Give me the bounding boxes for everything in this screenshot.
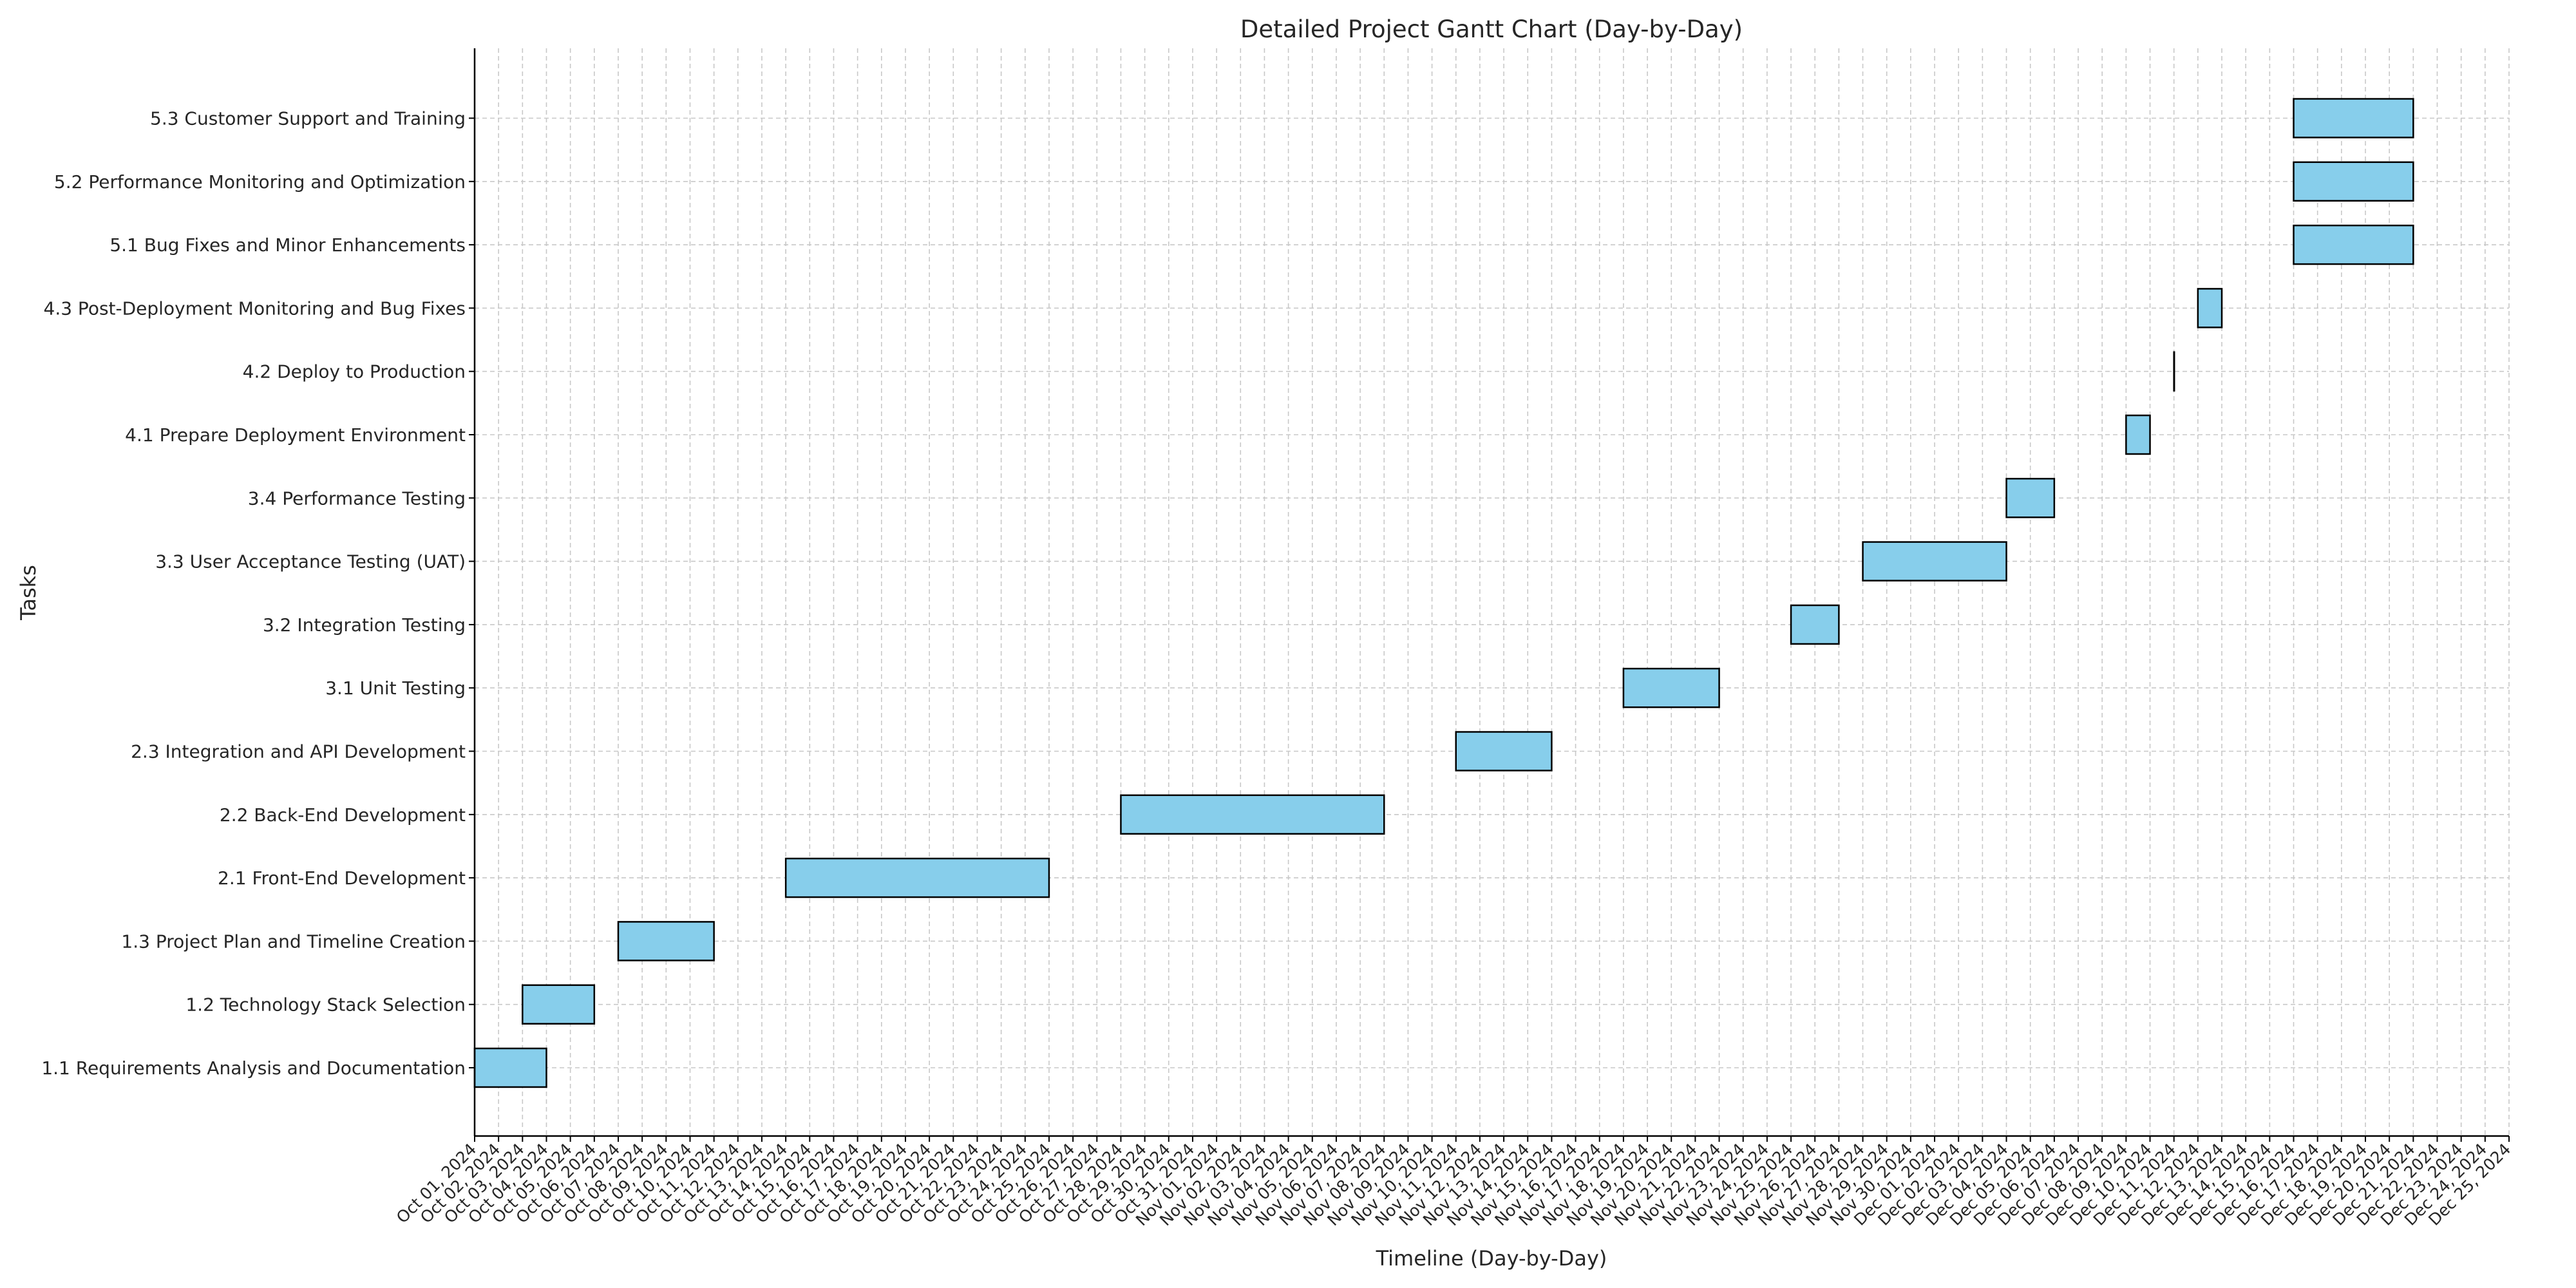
task-label: 4.3 Post-Deployment Monitoring and Bug F… <box>44 298 466 319</box>
task-bar <box>2005 478 2056 518</box>
task-label: 3.4 Performance Testing <box>248 488 466 509</box>
task-bar <box>2293 98 2414 138</box>
task-bar <box>2173 351 2175 392</box>
task-bar <box>784 857 1050 898</box>
task-bar <box>1120 794 1385 835</box>
task-label: 4.2 Deploy to Production <box>243 361 466 383</box>
task-bar <box>2125 414 2151 455</box>
task-label: 4.1 Prepare Deployment Environment <box>125 424 466 446</box>
task-bar <box>2197 288 2223 328</box>
task-bar <box>1862 541 2007 582</box>
task-label: 5.2 Performance Monitoring and Optimizat… <box>54 171 466 193</box>
task-label: 1.3 Project Plan and Timeline Creation <box>121 931 466 952</box>
x-axis-label: Timeline (Day-by-Day) <box>1376 1246 1607 1271</box>
task-bar <box>1622 667 1720 708</box>
task-label: 2.3 Integration and API Development <box>131 741 466 762</box>
task-label: 2.1 Front-End Development <box>218 867 466 889</box>
task-bar <box>522 984 596 1025</box>
task-bar <box>2293 224 2414 265</box>
task-label: 2.2 Back-End Development <box>220 804 466 826</box>
axes <box>473 48 2509 1137</box>
grid-lines <box>474 48 2510 1136</box>
task-bars <box>473 98 2414 1088</box>
task-bar <box>1455 731 1553 772</box>
task-label: 5.1 Bug Fixes and Minor Enhancements <box>109 234 466 256</box>
task-label: 3.1 Unit Testing <box>325 677 466 699</box>
task-bar <box>2293 161 2414 202</box>
task-bar <box>1790 604 1840 645</box>
task-label: 3.3 User Acceptance Testing (UAT) <box>155 551 466 573</box>
task-bar <box>617 921 715 961</box>
y-tick-labels: 1.1 Requirements Analysis and Documentat… <box>41 108 475 1079</box>
task-label: 3.2 Integration Testing <box>263 614 466 636</box>
task-bar <box>473 1047 547 1088</box>
task-label: 1.1 Requirements Analysis and Documentat… <box>41 1057 466 1079</box>
task-label: 1.2 Technology Stack Selection <box>185 994 466 1016</box>
y-axis-label: Tasks <box>16 565 41 621</box>
task-label: 5.3 Customer Support and Training <box>150 108 466 129</box>
chart-title: Detailed Project Gantt Chart (Day-by-Day… <box>1240 15 1743 43</box>
